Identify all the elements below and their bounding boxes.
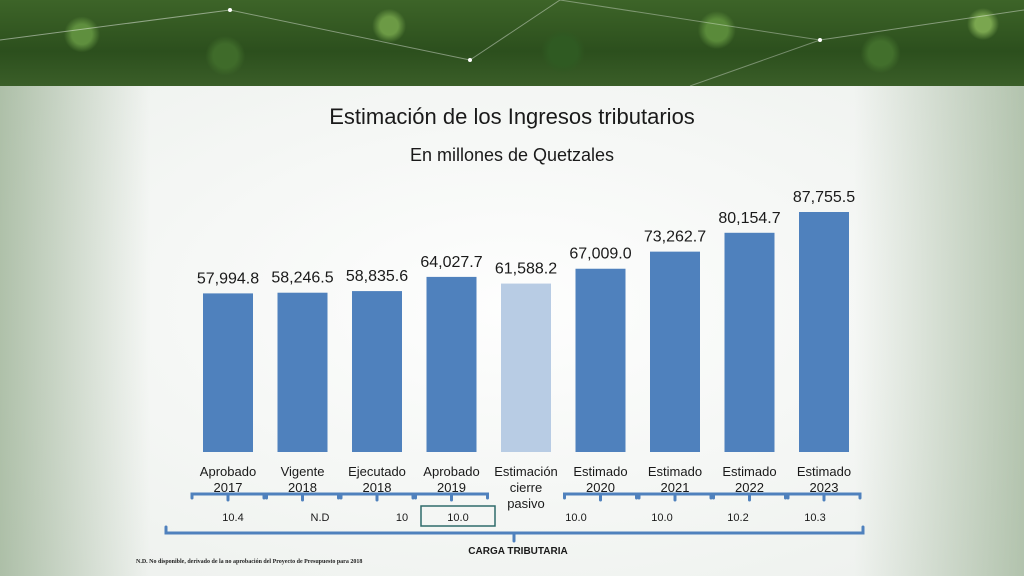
bar-8 bbox=[799, 212, 849, 452]
data-label-7: 80,154.7 bbox=[718, 210, 780, 227]
bar-2 bbox=[352, 291, 402, 452]
category-label-6-1: 2021 bbox=[661, 480, 690, 495]
data-label-1: 58,246.5 bbox=[271, 270, 333, 287]
category-label-8-1: 2023 bbox=[810, 480, 839, 495]
data-label-0: 57,994.8 bbox=[197, 270, 259, 287]
category-label-3-0: Aprobado bbox=[423, 464, 479, 479]
data-label-2: 58,835.6 bbox=[346, 268, 408, 285]
carga-value-2: 10 bbox=[396, 512, 408, 524]
data-label-3: 64,027.7 bbox=[420, 254, 482, 271]
chart-title: Estimación de los Ingresos tributarios bbox=[329, 104, 695, 129]
bracket-3 bbox=[414, 492, 489, 502]
category-label-2-1: 2018 bbox=[363, 480, 392, 495]
right-forest-fade bbox=[854, 86, 1024, 576]
carga-value-6: 10.2 bbox=[727, 512, 748, 524]
footnote: N.D. No disponible, derivado de la no ap… bbox=[136, 559, 363, 565]
carga-value-7: 10.3 bbox=[804, 512, 825, 524]
forest-banner-image bbox=[0, 0, 1024, 86]
bar-1 bbox=[277, 292, 328, 452]
bar-7 bbox=[724, 232, 775, 452]
category-label-7-1: 2022 bbox=[735, 480, 764, 495]
carga-tributaria-label: CARGA TRIBUTARIA bbox=[468, 546, 568, 557]
data-label-8: 87,755.5 bbox=[793, 189, 855, 206]
bar-5 bbox=[575, 268, 626, 452]
carga-value-1: N.D bbox=[311, 512, 330, 524]
bracket-5 bbox=[637, 492, 713, 502]
category-label-8-0: Estimado bbox=[797, 464, 851, 479]
category-label-2-0: Ejecutado bbox=[348, 464, 406, 479]
category-label-4-1: cierre bbox=[510, 480, 543, 495]
category-label-5-1: 2020 bbox=[586, 480, 615, 495]
bar-4 bbox=[501, 283, 551, 452]
network-lines-decoration bbox=[0, 0, 1024, 86]
data-label-5: 67,009.0 bbox=[569, 246, 631, 263]
carga-value-3: 10.0 bbox=[447, 512, 468, 524]
bracket-0 bbox=[190, 492, 266, 502]
bracket-1 bbox=[265, 492, 340, 502]
bar-0 bbox=[203, 293, 253, 452]
category-label-0-1: 2017 bbox=[214, 480, 243, 495]
bar-6 bbox=[650, 251, 700, 452]
carga-highlight-box bbox=[420, 505, 496, 527]
data-label-4: 61,588.2 bbox=[495, 261, 557, 278]
bar-3 bbox=[426, 276, 477, 452]
chart-subtitle: En millones de Quetzales bbox=[409, 145, 615, 165]
data-label-6: 73,262.7 bbox=[644, 229, 706, 246]
bracket-7 bbox=[786, 492, 862, 502]
category-label-4-0: Estimación bbox=[494, 464, 558, 479]
category-label-7-0: Estimado bbox=[722, 464, 776, 479]
carga-value-5: 10.0 bbox=[651, 512, 672, 524]
category-label-1-0: Vigente bbox=[281, 464, 325, 479]
category-label-5-0: Estimado bbox=[573, 464, 627, 479]
category-label-4-2: pasivo bbox=[507, 496, 545, 511]
carga-value-0: 10.4 bbox=[222, 512, 243, 524]
carga-bracket bbox=[164, 525, 865, 543]
carga-value-4: 10.0 bbox=[565, 512, 586, 524]
left-forest-fade bbox=[0, 86, 150, 576]
bracket-2 bbox=[339, 492, 415, 502]
category-label-1-1: 2018 bbox=[288, 480, 317, 495]
category-label-0-0: Aprobado bbox=[200, 464, 256, 479]
bracket-6 bbox=[712, 492, 787, 502]
category-label-6-0: Estimado bbox=[648, 464, 702, 479]
bracket-4 bbox=[563, 492, 638, 502]
category-label-3-1: 2019 bbox=[437, 480, 466, 495]
